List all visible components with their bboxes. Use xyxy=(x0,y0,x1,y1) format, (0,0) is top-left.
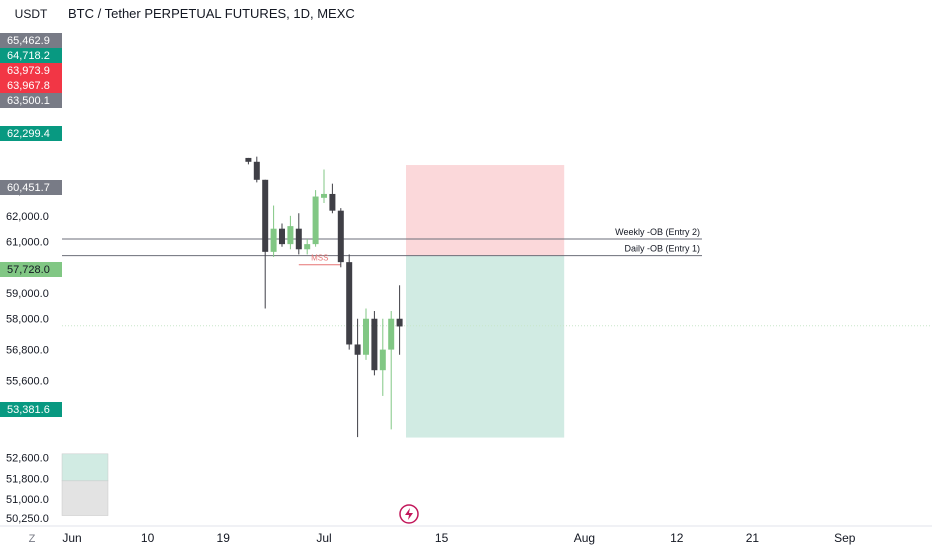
price-badge-label-7: 57,728.0 xyxy=(7,264,50,276)
candle-body-10 xyxy=(329,193,336,211)
price-badge-1 xyxy=(0,48,62,63)
x-tick-2: 19 xyxy=(217,531,231,545)
price-badge-label-6: 60,451.7 xyxy=(7,182,50,194)
y-tick-10: 51,800.0 xyxy=(6,473,49,485)
lightning-icon xyxy=(399,504,419,524)
price-badge-5 xyxy=(0,126,62,141)
stop-loss-zone xyxy=(406,165,565,256)
price-badge-label-1: 64,718.2 xyxy=(7,50,50,62)
x-tick-6: 12 xyxy=(670,531,684,545)
x-tick-7: 21 xyxy=(746,531,760,545)
x-tick-8: Sep xyxy=(834,531,856,545)
y-tick-1: 62,000.0 xyxy=(6,211,49,223)
price-badge-label-0: 65,462.9 xyxy=(7,35,50,47)
candle-body-12 xyxy=(346,262,353,345)
lightning-icon-bolt xyxy=(405,508,413,520)
mss-label: MSS xyxy=(311,254,328,263)
price-badge-label-5: 62,299.4 xyxy=(7,128,50,140)
y-tick-5: 58,000.0 xyxy=(6,314,49,326)
price-badge-label-4: 63,500.1 xyxy=(7,95,50,107)
take-profit-zone xyxy=(406,255,565,438)
price-badge-0 xyxy=(0,33,62,48)
candle-body-18 xyxy=(396,318,403,327)
y-tick-12: 50,250.0 xyxy=(6,513,49,525)
candle-body-6 xyxy=(295,228,302,250)
x-tick-5: Aug xyxy=(574,531,595,545)
price-badge-3 xyxy=(0,78,62,93)
x-tick-4: 15 xyxy=(435,531,449,545)
chart-title: BTC / Tether PERPETUAL FUTURES, 1D, MEXC xyxy=(68,6,355,21)
candle-body-2 xyxy=(262,179,269,252)
candle-body-5 xyxy=(287,226,294,245)
candle-body-13 xyxy=(354,344,361,355)
candle-body-9 xyxy=(321,193,327,198)
y-tick-7: 55,600.0 xyxy=(6,375,49,387)
y-tick-6: 56,800.0 xyxy=(6,345,49,357)
price-badge-label-8: 53,381.6 xyxy=(7,404,50,416)
price-badge-4 xyxy=(0,93,62,108)
lightning-icon-ring xyxy=(399,504,419,524)
price-badge-label-3: 63,967.8 xyxy=(7,80,50,92)
timezone-mark: Z xyxy=(29,533,36,545)
x-tick-0: Jun xyxy=(62,531,81,545)
candle-body-1 xyxy=(253,161,260,180)
candle-body-17 xyxy=(388,318,395,350)
y-tick-9: 52,600.0 xyxy=(6,453,49,465)
candle-body-3 xyxy=(270,228,277,252)
candle-body-8 xyxy=(312,196,319,245)
candle-body-11 xyxy=(337,210,344,263)
price-badge-6 xyxy=(0,180,62,195)
candle-body-14 xyxy=(363,318,369,355)
candle-body-15 xyxy=(371,318,378,371)
range-zone-1 xyxy=(61,480,109,516)
x-tick-1: 10 xyxy=(141,531,155,545)
price-badge-label-2: 63,973.9 xyxy=(7,65,50,77)
y-tick-11: 51,000.0 xyxy=(6,494,49,506)
candle-body-0 xyxy=(245,157,252,162)
range-zone-0 xyxy=(61,453,109,482)
y-tick-4: 59,000.0 xyxy=(6,288,49,300)
x-tick-3: Jul xyxy=(316,531,331,545)
candle-body-16 xyxy=(379,349,386,371)
level-label-0: Weekly -OB (Entry 2) xyxy=(615,227,700,237)
price-badge-8 xyxy=(0,402,62,417)
y-tick-2: 61,000.0 xyxy=(6,237,49,249)
chart-header: USDT BTC / Tether PERPETUAL FUTURES, 1D,… xyxy=(0,0,932,28)
level-label-1: Daily -OB (Entry 1) xyxy=(624,244,700,254)
candle-body-4 xyxy=(279,228,285,245)
price-badge-7 xyxy=(0,262,62,277)
price-badge-2 xyxy=(0,63,62,78)
candle-body-7 xyxy=(304,244,311,250)
currency-button[interactable]: USDT xyxy=(6,4,56,24)
